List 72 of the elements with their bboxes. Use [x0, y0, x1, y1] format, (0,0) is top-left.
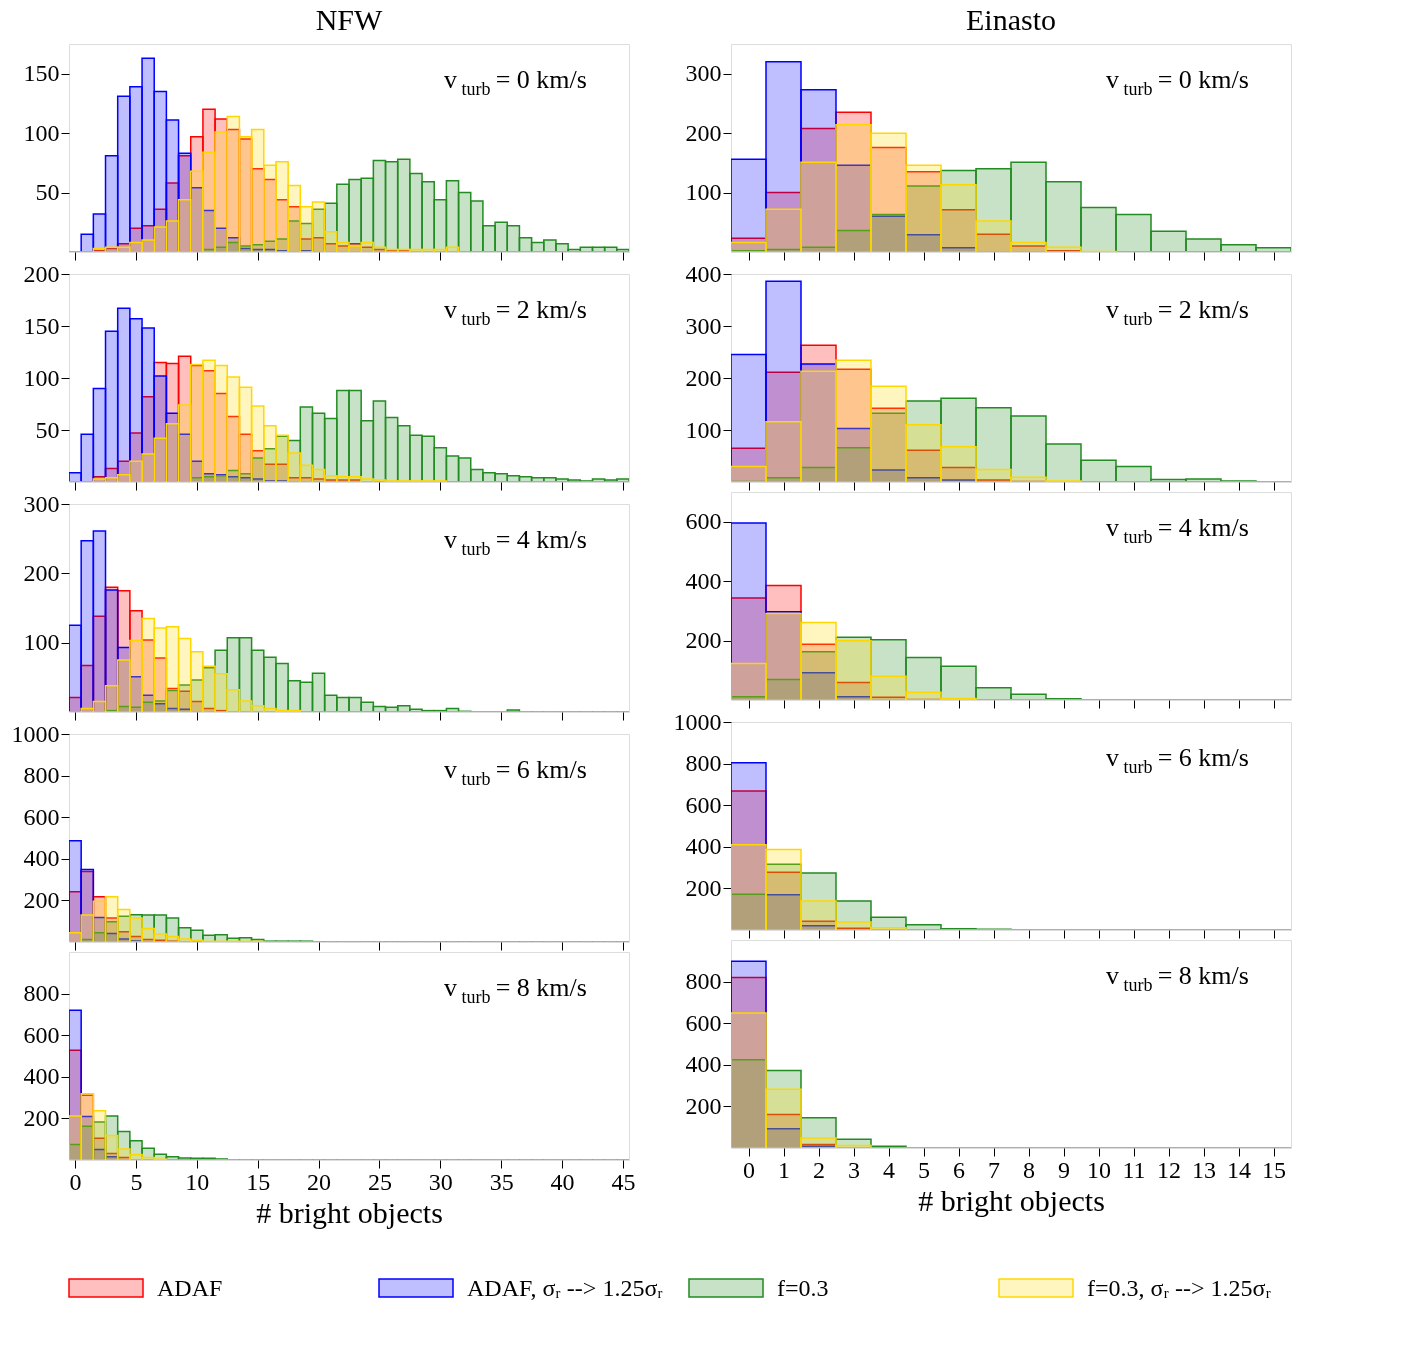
- y-tick-label: 200: [685, 1092, 722, 1119]
- y-tick-label: 1000: [11, 720, 60, 747]
- x-tick-label: 15: [1262, 1156, 1286, 1183]
- y-tick-label: 800: [685, 750, 722, 777]
- x-tick-label: 5: [130, 1168, 143, 1195]
- x-tick-label: 8: [1023, 1156, 1035, 1183]
- x-tick-label: 9: [1058, 1156, 1070, 1183]
- y-tick-label: 1000: [673, 708, 722, 735]
- y-tick-label: 600: [23, 1021, 60, 1048]
- x-tick-label: 15: [246, 1168, 271, 1195]
- y-tick-label: 600: [685, 791, 722, 818]
- x-tick-label: 4: [883, 1156, 895, 1183]
- x-tick-label: 45: [611, 1168, 636, 1195]
- y-tick-label: 50: [35, 416, 60, 443]
- y-tick-label: 200: [685, 119, 722, 146]
- chart-title: NFW: [315, 3, 384, 36]
- y-tick-label: 200: [23, 1104, 60, 1131]
- legend-label: f=0.3, σᵣ --> 1.25σᵣ: [1087, 1275, 1271, 1301]
- y-tick-label: 400: [23, 845, 60, 872]
- y-tick-label: 150: [23, 60, 60, 87]
- y-tick-label: 150: [23, 312, 60, 339]
- y-tick-label: 200: [685, 627, 722, 654]
- y-tick-label: 300: [23, 490, 60, 517]
- x-tick-label: 20: [307, 1168, 332, 1195]
- y-tick-label: 100: [23, 119, 60, 146]
- y-tick-label: 800: [23, 762, 60, 789]
- y-tick-label: 800: [23, 980, 60, 1007]
- legend-label: ADAF: [157, 1275, 223, 1301]
- x-tick-label: 1: [778, 1156, 790, 1183]
- x-tick-label: 6: [953, 1156, 965, 1183]
- x-tick-label: 25: [367, 1168, 392, 1195]
- x-tick-label: 11: [1122, 1156, 1146, 1183]
- y-tick-label: 600: [23, 803, 60, 830]
- x-tick-label: 5: [918, 1156, 930, 1183]
- x-tick-label: 30: [428, 1168, 453, 1195]
- y-tick-label: 100: [685, 179, 722, 206]
- y-tick-label: 300: [685, 312, 722, 339]
- x-tick-label: 10: [185, 1168, 210, 1195]
- y-tick-label: 600: [685, 1009, 722, 1036]
- x-tick-label: 12: [1157, 1156, 1181, 1183]
- x-tick-label: 2: [813, 1156, 825, 1183]
- y-tick-label: 400: [685, 260, 722, 287]
- y-tick-label: 100: [23, 629, 60, 656]
- y-tick-label: 400: [685, 1051, 722, 1078]
- y-tick-label: 200: [23, 260, 60, 287]
- x-axis-title: # bright objects: [256, 1195, 443, 1229]
- x-tick-label: 13: [1192, 1156, 1216, 1183]
- y-tick-label: 300: [685, 60, 722, 87]
- y-tick-label: 800: [685, 968, 722, 995]
- y-tick-label: 100: [685, 416, 722, 443]
- x-tick-label: 3: [848, 1156, 860, 1183]
- y-tick-label: 200: [23, 559, 60, 586]
- y-tick-label: 100: [23, 364, 60, 391]
- y-tick-label: 400: [685, 567, 722, 594]
- y-tick-label: 200: [23, 886, 60, 913]
- x-tick-label: 14: [1227, 1156, 1251, 1183]
- legend-label: f=0.3: [777, 1275, 829, 1301]
- y-tick-label: 400: [685, 833, 722, 860]
- y-tick-label: 200: [685, 364, 722, 391]
- x-tick-label: 7: [988, 1156, 1000, 1183]
- legend-label: ADAF, σᵣ --> 1.25σᵣ: [467, 1275, 663, 1301]
- x-tick-label: 40: [550, 1168, 575, 1195]
- y-tick-label: 400: [23, 1063, 60, 1090]
- y-tick-label: 600: [685, 508, 722, 535]
- x-tick-label: 35: [489, 1168, 514, 1195]
- y-tick-label: 50: [35, 179, 60, 206]
- x-tick-label: 10: [1087, 1156, 1111, 1183]
- x-tick-label: 0: [743, 1156, 755, 1183]
- y-tick-label: 200: [685, 874, 722, 901]
- chart-title: Einasto: [966, 3, 1056, 36]
- x-tick-label: 0: [69, 1168, 82, 1195]
- x-axis-title: # bright objects: [918, 1183, 1105, 1217]
